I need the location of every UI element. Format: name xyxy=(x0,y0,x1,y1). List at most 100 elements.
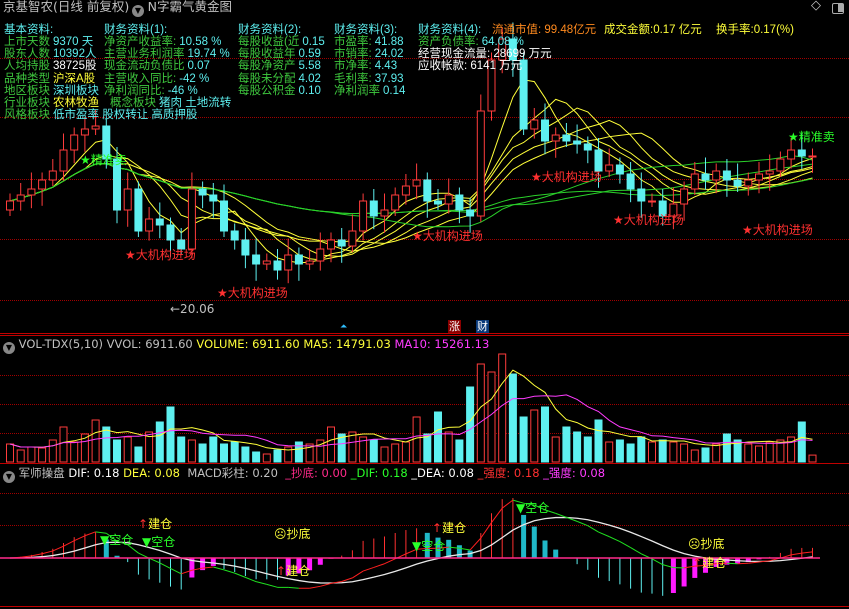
candle xyxy=(594,149,603,172)
double-up-arrow-icon[interactable]: ⏶ xyxy=(340,322,348,332)
volume-value: VOLUME: 6911.60 xyxy=(196,337,300,351)
diamond-icon[interactable]: ◇ xyxy=(811,0,821,13)
volume-bar xyxy=(434,411,442,463)
col3-label: 每股未分配 xyxy=(238,72,296,85)
volume-bar xyxy=(626,443,635,463)
dif-line xyxy=(748,561,760,564)
dif-line xyxy=(288,586,299,589)
col3-title: 财务资料(2): xyxy=(238,24,302,36)
volume-bar xyxy=(6,443,14,463)
strength2-value: _强度: 0.08 xyxy=(543,466,606,480)
candle xyxy=(455,194,464,211)
dif-line xyxy=(566,516,578,522)
macd-bar xyxy=(424,532,430,558)
volume-bar xyxy=(765,441,774,463)
volume-bar xyxy=(583,436,592,463)
candle xyxy=(487,59,496,112)
candle xyxy=(38,179,47,190)
volume-bar xyxy=(401,441,410,463)
volume-bar xyxy=(155,421,164,463)
macd-bar xyxy=(681,558,687,587)
candle xyxy=(27,188,36,196)
candle xyxy=(48,170,57,181)
candle xyxy=(755,173,763,181)
chevron-down-icon[interactable]: ▼ xyxy=(3,342,15,354)
ma5-value: MA5: 14791.03 xyxy=(303,337,391,351)
market-cap: 流通市值: 99.48亿元 xyxy=(492,24,597,36)
volume-bar xyxy=(605,441,614,463)
dif-line xyxy=(213,566,225,571)
build-signal: ↑建仓 xyxy=(138,517,173,531)
dif-line xyxy=(41,550,53,555)
indicator-dropdown[interactable]: ▼ N字霸气黄金图 xyxy=(132,0,232,17)
col2-value: 19.74 % xyxy=(187,48,230,61)
dif-line xyxy=(181,569,193,575)
dif-line xyxy=(437,546,449,549)
ma-line-10 xyxy=(9,107,813,258)
macd-bar xyxy=(521,514,527,558)
volume-bar xyxy=(27,446,36,463)
zhang-badge[interactable]: 涨 xyxy=(448,320,461,333)
candle xyxy=(327,239,335,250)
dif-line xyxy=(116,540,128,546)
build-signal: ↑建仓 xyxy=(276,564,311,578)
col1-title: 基本资料: xyxy=(4,24,54,36)
volume-bar xyxy=(348,431,357,463)
panel-toggle-icon[interactable] xyxy=(832,3,844,14)
volume-bar xyxy=(230,441,239,463)
volume-bar xyxy=(755,445,763,463)
low-price-label: ←20.06 xyxy=(170,302,215,316)
dif-line xyxy=(202,566,214,569)
volume-bar xyxy=(391,443,400,463)
candle xyxy=(583,143,592,151)
dif-line xyxy=(598,531,610,538)
volume-bar xyxy=(305,443,314,463)
col4-label: 净利润率 xyxy=(334,84,380,97)
col2-label: 净资产收益率: xyxy=(104,36,177,48)
col4-row: 市净率: 4.43 xyxy=(334,60,397,72)
receivable: 应收帐款: 6141 万元 xyxy=(418,60,523,72)
build-signal: ↑建仓 xyxy=(432,521,467,535)
macd-bar xyxy=(713,558,719,567)
col1-row: 品种类型 沪深A股 xyxy=(4,73,95,85)
dif-line xyxy=(245,576,257,583)
dif-line xyxy=(320,582,332,587)
col2-row: 现金流动负债比 0.07 xyxy=(104,60,210,72)
col2-row: 主营收入同比: -42 % xyxy=(104,73,209,85)
dif-line xyxy=(758,560,770,563)
volume-bar xyxy=(209,436,218,463)
col1-row: 行业板块 农林牧渔 xyxy=(4,97,99,109)
candle xyxy=(294,254,303,265)
col4-row: 毛利率: 37.93 xyxy=(334,73,403,85)
macd-bar xyxy=(285,558,291,576)
col3-value: 5.58 xyxy=(298,60,321,73)
candle xyxy=(680,188,689,205)
candle xyxy=(102,125,111,160)
dif-line xyxy=(459,547,471,551)
col3-row: 每股净资产 5.58 xyxy=(238,60,321,72)
candle xyxy=(284,254,293,271)
dif-line xyxy=(352,570,364,579)
cai-badge[interactable]: 财 xyxy=(476,320,489,333)
chevron-down-icon[interactable]: ▼ xyxy=(3,471,15,483)
volume-bar xyxy=(220,443,228,463)
candle xyxy=(551,134,560,142)
col3-value: 4.02 xyxy=(298,72,321,85)
dif-line xyxy=(170,567,182,575)
vvol-value: VVOL: 6911.60 xyxy=(106,337,193,351)
candle xyxy=(423,179,432,202)
candle xyxy=(273,260,282,271)
col3-row: 每股收益(近 0.15 xyxy=(238,36,325,48)
candle xyxy=(187,188,196,250)
volume-bar xyxy=(722,433,731,463)
col3-value: 0.15 xyxy=(302,36,325,48)
dif-line xyxy=(95,531,107,534)
candle xyxy=(765,170,774,175)
col1-row: 人均持股 38725股 xyxy=(4,60,96,72)
col2-label: 现金流动负债比 xyxy=(104,60,185,73)
macd-bar xyxy=(200,558,206,571)
macd-bar xyxy=(745,558,751,563)
dif-line xyxy=(191,567,203,571)
col4-value: 0.14 xyxy=(383,84,406,97)
